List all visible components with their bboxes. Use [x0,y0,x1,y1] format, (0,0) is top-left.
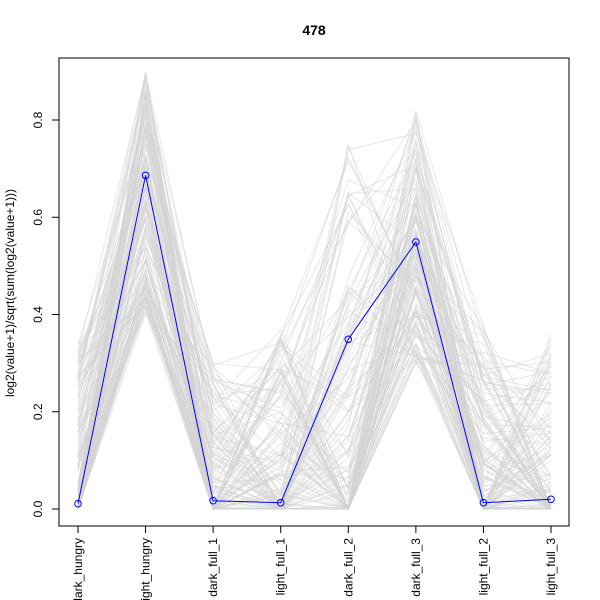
series-point [74,499,82,508]
background-profile-line [77,103,552,510]
series-point [141,171,150,180]
background-profile-line [77,149,552,510]
series-point [547,495,555,504]
x-tick-label: light_full_2 [476,538,490,596]
background-profile-line [77,158,552,510]
x-tick-label: light_hungry [139,538,153,600]
x-tick-label: dark_full_1 [206,538,220,597]
background-profile-line [77,207,552,510]
x-tick-label: dark_hungry [71,538,85,600]
background-profile-line [77,284,552,510]
y-tick-label: 0.2 [31,403,45,420]
y-axis-label: log2(value+1)/sqrt(sum(log2(value+1))) [3,189,17,397]
background-profile-line [77,127,552,510]
series-line [77,175,552,504]
chart-title: 478 [302,22,326,38]
background-profile-line [77,251,552,510]
main-series [74,171,555,508]
x-axis: dark_hungry light_hungry dark_full_1 light_… [71,526,558,600]
series-point [209,496,217,505]
background-profile-line [77,168,552,511]
series-point [412,238,420,246]
background-lines [77,72,552,511]
y-tick-label: 0.6 [31,209,45,226]
series-point [344,335,353,344]
series-point [276,498,285,507]
background-profile-line [77,73,551,511]
background-profile-line [77,215,552,510]
y-axis: 0.0 0.2 0.4 0.6 0.8 [31,111,59,517]
background-profile-line [77,142,551,510]
x-tick-label: light_full_1 [274,538,288,596]
background-profile-line [77,145,552,510]
x-tick-label: light_full_3 [544,538,558,596]
x-tick-label: dark_full_3 [409,538,423,597]
y-tick-label: 0.0 [31,500,45,517]
background-profile-line [77,126,552,510]
background-profile-line [77,86,552,510]
background-profile-line [77,233,552,511]
background-profile-line [77,240,552,510]
x-tick-label: dark_full_2 [341,538,355,597]
background-profile-line [77,94,552,510]
background-profile-line [77,188,552,510]
y-tick-label: 0.4 [31,306,45,323]
series-point [479,498,488,507]
background-profile-line [77,138,551,510]
y-tick-label: 0.8 [31,111,45,128]
background-profile-line [77,225,551,510]
plot-frame [58,57,570,527]
background-profile-line [77,204,552,510]
